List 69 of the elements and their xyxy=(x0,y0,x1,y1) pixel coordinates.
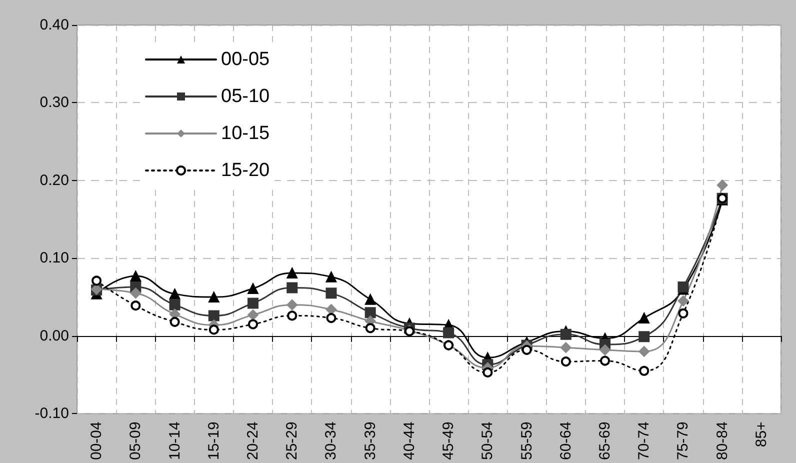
legend-label: 10-15 xyxy=(221,123,270,144)
point xyxy=(286,282,298,294)
x-tick-label: 70-74 xyxy=(636,422,653,460)
point xyxy=(639,366,650,376)
point xyxy=(208,324,219,335)
point xyxy=(560,342,572,354)
point xyxy=(130,288,142,299)
point xyxy=(716,180,728,191)
x-tick-label: 50-54 xyxy=(479,422,496,460)
point xyxy=(365,323,376,334)
point xyxy=(638,312,650,324)
point xyxy=(326,313,336,324)
y-tick-label: 0.20 xyxy=(40,172,69,189)
x-tick-label: 15-19 xyxy=(205,422,222,460)
point xyxy=(248,298,258,309)
legend-label: 05-10 xyxy=(221,86,270,107)
x-tick-label: 20-24 xyxy=(244,422,262,460)
y-tick-label: 0.00 xyxy=(40,327,69,344)
point xyxy=(560,356,571,367)
point xyxy=(248,319,258,330)
y-tick-label: -0.10 xyxy=(34,405,69,422)
point xyxy=(208,310,220,322)
point xyxy=(678,295,689,306)
point xyxy=(482,367,493,378)
point xyxy=(286,267,298,278)
point xyxy=(443,327,454,338)
point xyxy=(560,328,572,340)
point xyxy=(326,288,337,299)
point xyxy=(170,316,180,327)
x-tick-label: 35-39 xyxy=(362,422,379,460)
x-tick-label: 80-84 xyxy=(714,422,731,460)
x-tick-label: 25-29 xyxy=(284,422,301,460)
point xyxy=(638,331,650,342)
point xyxy=(600,344,610,356)
point xyxy=(600,356,610,366)
y-tick-label: 0.40 xyxy=(40,16,69,34)
x-tick-label: 05-09 xyxy=(127,422,144,460)
legend-label: 15-20 xyxy=(221,160,270,181)
x-tick-label: 10-14 xyxy=(166,422,184,460)
y-tick-label: 0.30 xyxy=(40,94,69,112)
point xyxy=(169,288,180,300)
point xyxy=(169,299,180,310)
point xyxy=(92,276,102,286)
point xyxy=(678,281,689,292)
x-tick-label: 00-04 xyxy=(88,422,106,460)
point xyxy=(638,346,650,357)
point xyxy=(364,294,376,305)
point xyxy=(248,309,258,320)
x-tick-label: 75-79 xyxy=(674,422,692,460)
point xyxy=(326,304,337,315)
x-tick-label: 40-44 xyxy=(400,422,418,460)
x-tick-label: 55-59 xyxy=(518,422,536,460)
y-tick-label: 0.10 xyxy=(40,250,69,267)
point xyxy=(287,310,298,321)
x-tick-label: 45-49 xyxy=(440,422,458,460)
legend-label: 00-05 xyxy=(221,49,270,70)
x-tick-label: 85+ xyxy=(752,421,770,448)
x-tick-label: 30-34 xyxy=(322,422,340,460)
x-tick-label: 60-64 xyxy=(557,422,574,460)
point xyxy=(130,300,141,311)
point xyxy=(248,282,258,294)
point xyxy=(286,299,298,310)
point xyxy=(678,308,688,318)
point xyxy=(130,270,142,282)
point xyxy=(208,292,220,303)
point xyxy=(522,344,532,355)
point xyxy=(364,307,376,318)
x-tick-label: 65-69 xyxy=(596,422,614,460)
point xyxy=(326,271,337,282)
